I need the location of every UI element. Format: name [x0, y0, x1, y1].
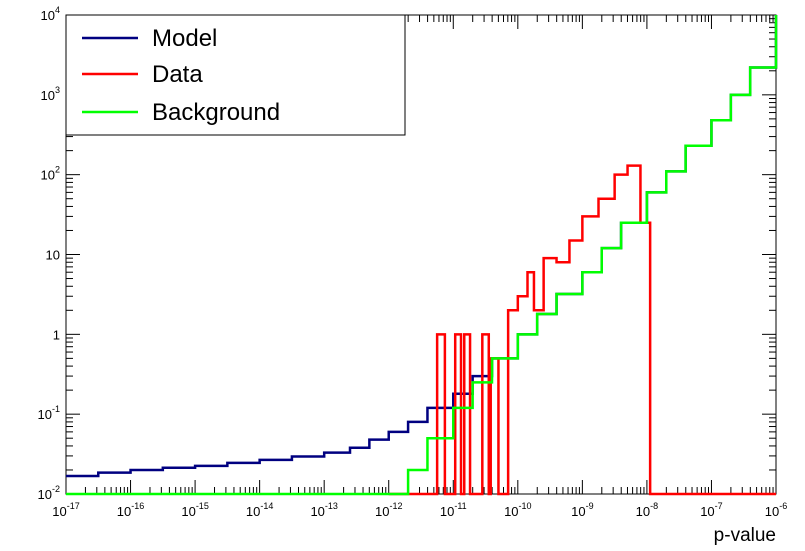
y-tick-label: 1 — [53, 327, 60, 342]
x-tick-label-exponent: -8 — [650, 501, 658, 511]
y-tick-label-base: 1 — [53, 327, 60, 342]
y-tick-label-exponent: 2 — [55, 165, 60, 175]
x-tick-label-exponent: -16 — [131, 501, 144, 511]
x-tick-label-base: 10 — [504, 504, 518, 519]
x-tick-label-exponent: -7 — [715, 501, 723, 511]
x-tick-label-base: 10 — [571, 504, 585, 519]
x-tick-label-base: 10 — [765, 504, 779, 519]
x-tick-label-exponent: -14 — [260, 501, 273, 511]
x-tick-label-base: 10 — [117, 504, 131, 519]
y-tick-label: 102 — [41, 165, 60, 183]
y-tick-label: 10-2 — [38, 484, 60, 502]
x-tick-label-base: 10 — [636, 504, 650, 519]
x-tick-label-base: 10 — [700, 504, 714, 519]
x-tick-label: 10-11 — [440, 501, 467, 519]
series-data — [388, 164, 776, 496]
y-tick-label: 10 — [46, 248, 60, 263]
legend-label-background: Background — [152, 99, 280, 126]
y-tick-label-exponent: -1 — [52, 404, 60, 414]
y-tick-label-exponent: 4 — [55, 5, 60, 15]
x-axis-title: p-value — [714, 525, 776, 546]
series-layer — [66, 15, 778, 496]
y-tick-label-exponent: 3 — [55, 85, 60, 95]
y-tick-label-base: 10 — [38, 407, 52, 422]
x-tick-label: 10-7 — [700, 501, 722, 519]
legend-label-model: Model — [152, 25, 217, 52]
x-tick-label: 10-16 — [117, 501, 144, 519]
x-tick-label-exponent: -10 — [519, 501, 532, 511]
x-tick-label-base: 10 — [246, 504, 260, 519]
x-tick-label-exponent: -17 — [67, 501, 80, 511]
y-tick-label-base: 10 — [41, 168, 55, 183]
x-tick-label-exponent: -6 — [779, 501, 787, 511]
y-tick-label-exponent: -2 — [52, 484, 60, 494]
x-tick-label-base: 10 — [181, 504, 195, 519]
y-tick-label: 103 — [41, 85, 60, 103]
x-tick-label: 10-15 — [181, 501, 208, 519]
x-tick-label: 10-9 — [571, 501, 593, 519]
x-tick-label-base: 10 — [440, 504, 454, 519]
x-tick-label-base: 10 — [310, 504, 324, 519]
legend: Model Data Background — [65, 14, 406, 136]
series-background — [66, 15, 778, 496]
x-tick-label: 10-13 — [310, 501, 337, 519]
y-tick-label-base: 10 — [41, 88, 55, 103]
y-tick-label-base: 10 — [38, 487, 52, 502]
x-tick-label-exponent: -11 — [454, 501, 466, 511]
x-tick-label: 10-17 — [52, 501, 79, 519]
x-tick-label: 10-12 — [375, 501, 402, 519]
x-tick-label-exponent: -12 — [389, 501, 402, 511]
y-tick-label-base: 10 — [41, 8, 55, 23]
x-axis-labels: 10-17 10-16 10-15 10-14 10-13 10-12 10-11 10-10… — [52, 501, 787, 519]
y-tick-label-base: 10 — [46, 248, 60, 263]
legend-label-data: Data — [152, 61, 203, 88]
x-tick-label: 10-10 — [504, 501, 531, 519]
x-tick-label-base: 10 — [52, 504, 66, 519]
y-tick-label: 104 — [41, 5, 60, 23]
x-tick-label: 10-14 — [246, 501, 273, 519]
x-tick-label-exponent: -15 — [196, 501, 209, 511]
x-tick-label-base: 10 — [375, 504, 389, 519]
x-tick-label: 10-8 — [636, 501, 658, 519]
x-tick-label: 10-6 — [765, 501, 787, 519]
y-tick-label: 10-1 — [38, 404, 60, 422]
x-tick-label-exponent: -9 — [586, 501, 594, 511]
x-tick-label-exponent: -13 — [325, 501, 338, 511]
